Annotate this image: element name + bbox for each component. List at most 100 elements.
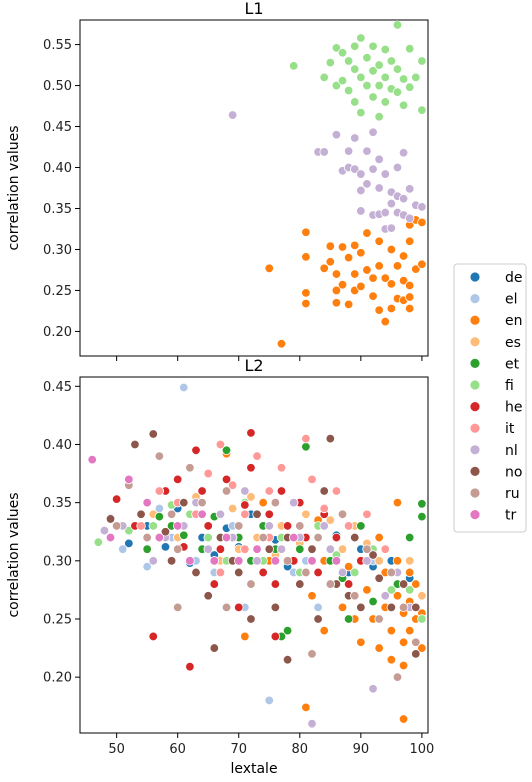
legend-marker-nl (469, 444, 481, 456)
scatter-point-en (301, 702, 311, 713)
scatter-point-en (398, 275, 409, 286)
scatter-point-fi (374, 60, 384, 70)
scatter-points-l1 (227, 20, 427, 349)
y-tick-label: 0.50 (43, 79, 72, 94)
scatter-point-fi (319, 72, 329, 83)
scatter-point-tr (87, 454, 97, 465)
legend-label-es: es (505, 335, 521, 351)
scatter-point-en (337, 242, 348, 252)
scatter-point-tr (154, 532, 165, 543)
scatter-point-nl (380, 207, 390, 218)
scatter-point-en (356, 248, 366, 258)
scatter-point-fi (380, 97, 390, 107)
scatter-point-fi (386, 585, 397, 595)
scatter-point-fi (148, 521, 158, 531)
scatter-point-tr (209, 556, 220, 566)
scatter-point-en (301, 298, 311, 309)
scatter-point-fi (404, 585, 415, 595)
scatter-point-en (417, 217, 427, 228)
scatter-point-es (227, 503, 238, 514)
scatter-points-l2 (87, 382, 427, 729)
scatter-point-no (105, 514, 116, 524)
scatter-point-et (179, 530, 189, 540)
legend-marker-he (469, 401, 481, 413)
legend-label-it: it (505, 421, 515, 437)
scatter-point-fi (374, 80, 384, 91)
scatter-point-es (301, 509, 311, 519)
scatter-point-it (276, 463, 287, 473)
y-tick-label: 0.25 (43, 284, 72, 299)
scatter-point-en (343, 252, 354, 263)
scatter-point-fi (392, 87, 403, 97)
scatter-point-it (227, 480, 238, 490)
scatter-point-tr (221, 532, 232, 543)
scatter-point-nl (350, 164, 360, 174)
scatter-point-en (386, 244, 397, 255)
scatter-point-en (398, 251, 409, 261)
scatter-point-en (331, 285, 342, 296)
scatter-point-it (240, 544, 250, 554)
legend-marker-el (469, 293, 481, 305)
scatter-point-en (386, 625, 397, 636)
scatter-point-tr (288, 532, 299, 543)
x-tick-label: 100 (409, 742, 434, 757)
scatter-point-fi (337, 48, 348, 58)
scatter-point-en (301, 252, 311, 262)
y-tick-label: 0.30 (43, 554, 72, 569)
scatter-point-it (343, 521, 354, 531)
scatter-point-fi (350, 41, 360, 51)
y-tick-label: 0.20 (43, 325, 72, 340)
scatter-point-en (337, 280, 348, 290)
scatter-point-he (221, 474, 232, 485)
legend-marker-et (469, 357, 481, 369)
scatter-point-en (404, 280, 415, 291)
scatter-point-en (386, 303, 397, 314)
scatter-point-ru (154, 451, 165, 461)
scatter-point-he (282, 521, 293, 531)
scatter-point-et (221, 445, 232, 455)
scatter-point-es (404, 556, 415, 566)
scatter-point-tr (197, 509, 207, 519)
scatter-point-he (234, 602, 244, 613)
scatter-point-he (111, 494, 122, 504)
scatter-point-tr (142, 497, 152, 508)
y-tick-label: 0.45 (43, 120, 72, 135)
scatter-point-he (258, 567, 268, 578)
scatter-point-no (398, 579, 409, 589)
scatter-point-he (172, 474, 183, 485)
scatter-point-he (331, 532, 342, 543)
scatter-point-ru (386, 567, 397, 578)
scatter-point-fi (417, 614, 427, 624)
scatter-point-en (240, 631, 250, 642)
scatter-point-et (142, 544, 152, 554)
legend-label-el: el (505, 292, 518, 308)
scatter-point-fi (343, 56, 354, 66)
scatter-point-en (404, 567, 415, 578)
legend-label-tr: tr (505, 508, 516, 524)
scatter-point-en (331, 298, 342, 308)
scatter-point-ru (172, 544, 183, 554)
scatter-point-no (130, 439, 140, 450)
scatter-point-en (374, 305, 384, 315)
scatter-point-ru (301, 567, 311, 578)
scatter-point-en (404, 292, 415, 302)
scatter-point-he (246, 428, 256, 438)
scatter-point-no (386, 602, 397, 613)
scatter-point-fi (386, 56, 397, 66)
scatter-point-ru (411, 637, 421, 647)
scatter-point-it (362, 509, 372, 519)
scatter-point-en (325, 257, 336, 267)
scatter-point-ru (258, 532, 268, 543)
scatter-point-no (264, 544, 274, 554)
y-axis-label-l2: correlation values (6, 492, 22, 617)
scatter-point-en (343, 561, 354, 572)
scatter-point-he (264, 509, 274, 519)
legend-marker-no (469, 465, 481, 477)
scatter-point-es (246, 492, 256, 502)
scatter-point-tr (185, 556, 195, 566)
scatter-point-fi (343, 85, 354, 96)
scatter-point-he (209, 579, 220, 589)
scatter-point-nl (319, 147, 329, 157)
scatter-point-no (356, 602, 366, 613)
scatter-point-fi (398, 74, 409, 84)
